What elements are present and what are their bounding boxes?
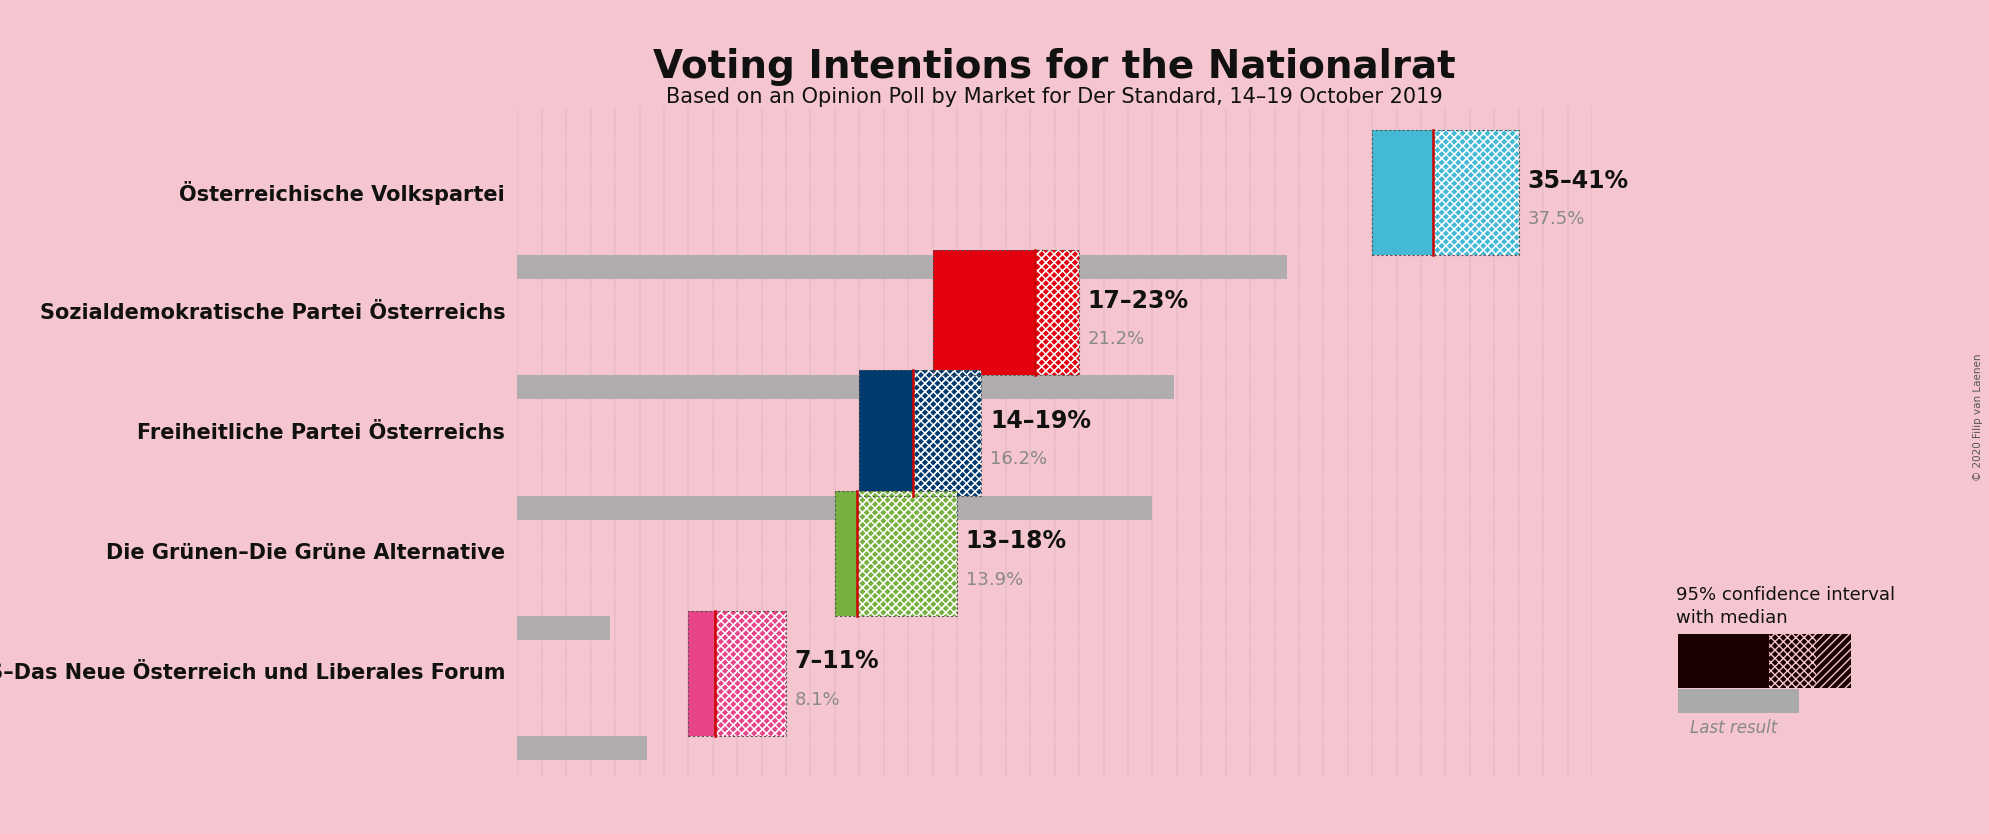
Bar — [517, 615, 611, 640]
Bar — [835, 490, 857, 615]
Text: Last result: Last result — [1689, 719, 1776, 737]
Text: 17–23%: 17–23% — [1088, 289, 1187, 313]
Bar — [517, 375, 1174, 399]
Text: 13.9%: 13.9% — [965, 570, 1022, 589]
Text: Sozialdemokratische Partei Österreichs: Sozialdemokratische Partei Österreichs — [40, 303, 505, 323]
Text: 13–18%: 13–18% — [965, 530, 1066, 553]
Bar — [1432, 130, 1518, 255]
Text: NEOS–Das Neue Österreich und Liberales Forum: NEOS–Das Neue Österreich und Liberales F… — [0, 663, 505, 683]
Text: 8.1%: 8.1% — [794, 691, 839, 709]
Bar — [688, 611, 786, 736]
Bar — [1034, 250, 1078, 375]
Text: Freiheitliche Partei Österreichs: Freiheitliche Partei Österreichs — [137, 423, 505, 443]
Bar — [933, 250, 1034, 375]
Bar — [688, 611, 714, 736]
Bar — [517, 495, 1152, 520]
Text: Voting Intentions for the Nationalrat: Voting Intentions for the Nationalrat — [652, 48, 1456, 87]
Text: 16.2%: 16.2% — [989, 450, 1046, 469]
Text: 7–11%: 7–11% — [794, 650, 879, 673]
Text: 95% confidence interval
with median: 95% confidence interval with median — [1675, 585, 1894, 627]
Bar — [714, 611, 786, 736]
Bar — [714, 611, 786, 736]
Bar — [1372, 130, 1518, 255]
Text: 14–19%: 14–19% — [989, 409, 1090, 433]
Bar — [1432, 130, 1518, 255]
Bar — [1816, 634, 1850, 688]
Text: © 2020 Filip van Laenen: © 2020 Filip van Laenen — [1971, 354, 1983, 480]
Bar — [857, 490, 957, 615]
Text: Based on an Opinion Poll by Market for Der Standard, 14–19 October 2019: Based on an Opinion Poll by Market for D… — [666, 87, 1442, 107]
Bar — [913, 370, 981, 495]
Text: 35–41%: 35–41% — [1526, 168, 1627, 193]
Bar — [859, 370, 913, 495]
Bar — [517, 736, 646, 760]
Text: Die Grünen–Die Grüne Alternative: Die Grünen–Die Grüne Alternative — [105, 543, 505, 563]
Bar — [859, 370, 981, 495]
Bar — [913, 370, 981, 495]
Text: Österreichische Volkspartei: Österreichische Volkspartei — [179, 181, 505, 204]
Text: 37.5%: 37.5% — [1526, 210, 1583, 228]
Bar — [1768, 634, 1816, 688]
Bar — [835, 490, 957, 615]
Bar — [1677, 634, 1768, 688]
Text: 21.2%: 21.2% — [1088, 330, 1144, 349]
Bar — [517, 255, 1287, 279]
Bar — [857, 490, 957, 615]
Bar — [1372, 130, 1432, 255]
Bar — [1034, 250, 1078, 375]
Bar — [933, 250, 1078, 375]
